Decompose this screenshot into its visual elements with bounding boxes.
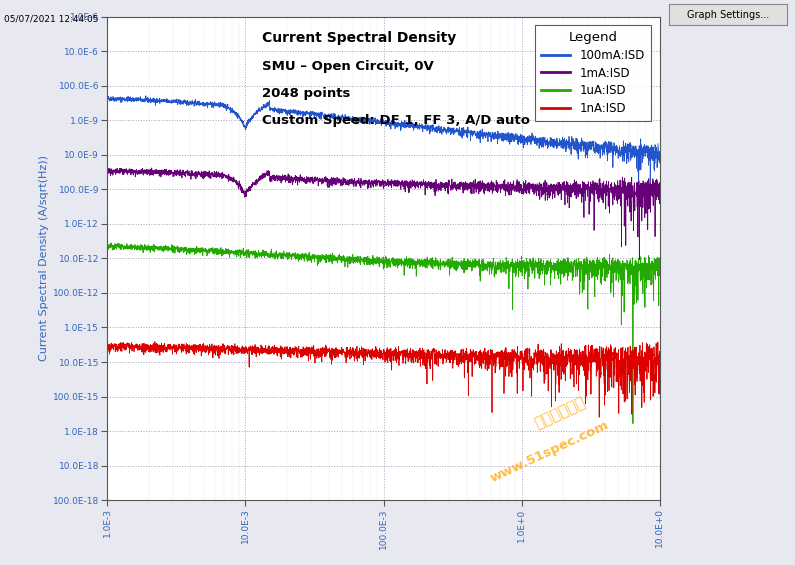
1uA:ISD [199, 247, 208, 254]
1nA:ISD [165, 343, 175, 350]
Line: 1mA:ISD: 1mA:ISD [107, 168, 660, 260]
100mA:ISD [199, 99, 208, 106]
100mA:ISD [103, 94, 112, 101]
Line: 1nA:ISD: 1nA:ISD [107, 342, 660, 417]
1nA:ISD [315, 351, 324, 358]
1uA:ISD [645, 266, 654, 272]
1mA:ISD [103, 164, 113, 171]
Text: 05/07/2021 12:44:05: 05/07/2021 12:44:05 [4, 14, 99, 23]
1mA:ISD [339, 181, 348, 188]
1nA:ISD [339, 349, 348, 356]
Line: 1uA:ISD: 1uA:ISD [107, 243, 660, 424]
1nA:ISD [655, 392, 665, 398]
1mA:ISD [634, 257, 644, 263]
Text: SMU – Open Circuit, 0V: SMU – Open Circuit, 0V [262, 60, 434, 73]
100mA:ISD [645, 151, 654, 158]
Line: 100mA:ISD: 100mA:ISD [107, 96, 660, 193]
1uA:ISD [655, 259, 665, 266]
Text: Custom Speed: DF 1, FF 3, A/D auto: Custom Speed: DF 1, FF 3, A/D auto [262, 114, 530, 127]
100mA:ISD [655, 151, 665, 158]
1mA:ISD [315, 175, 324, 181]
1mA:ISD [199, 176, 208, 182]
1mA:ISD [165, 167, 175, 174]
1uA:ISD [628, 420, 638, 427]
1mA:ISD [103, 171, 112, 177]
100mA:ISD [141, 93, 150, 99]
1mA:ISD [655, 199, 665, 206]
100mA:ISD [339, 115, 348, 121]
1uA:ISD [165, 246, 175, 253]
1uA:ISD [339, 253, 348, 260]
100mA:ISD [315, 115, 324, 122]
1nA:ISD [103, 341, 112, 348]
1nA:ISD [199, 341, 208, 347]
Text: www.51spec.com: www.51spec.com [488, 419, 611, 485]
1uA:ISD [113, 240, 122, 246]
1nA:ISD [150, 338, 160, 345]
Y-axis label: Current Spectral Density (A/sqrt(Hz)): Current Spectral Density (A/sqrt(Hz)) [39, 155, 48, 362]
Text: Current Spectral Density: Current Spectral Density [262, 32, 456, 45]
1mA:ISD [645, 186, 654, 193]
1uA:ISD [585, 260, 595, 267]
Text: Graph Settings...: Graph Settings... [687, 10, 770, 20]
100mA:ISD [165, 99, 175, 106]
Text: 环球电气之家: 环球电气之家 [533, 395, 588, 432]
Legend: 100mA:ISD, 1mA:ISD, 1uA:ISD, 1nA:ISD: 100mA:ISD, 1mA:ISD, 1uA:ISD, 1nA:ISD [535, 25, 651, 121]
1nA:ISD [595, 414, 604, 420]
100mA:ISD [585, 141, 595, 148]
100mA:ISD [646, 189, 655, 196]
Text: 2048 points: 2048 points [262, 87, 351, 100]
1nA:ISD [585, 354, 595, 360]
1uA:ISD [315, 253, 324, 259]
1uA:ISD [103, 245, 112, 252]
1nA:ISD [645, 349, 654, 355]
1mA:ISD [585, 184, 595, 190]
